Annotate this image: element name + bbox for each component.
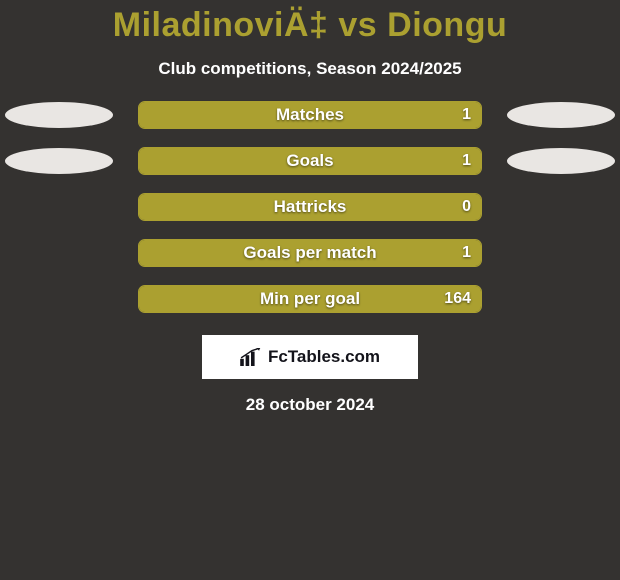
stat-rows: Matches1 Goals1 Hattricks0 Goals per match1…: [0, 101, 620, 313]
left-ellipse: [5, 102, 113, 128]
stat-row: Matches1: [0, 101, 620, 129]
stat-row: Goals1: [0, 147, 620, 175]
stat-value: 1: [462, 102, 471, 128]
left-ellipse: [5, 148, 113, 174]
stat-bar-fill: [139, 194, 481, 220]
stat-value: 164: [444, 286, 471, 312]
brand-badge: FcTables.com: [202, 335, 418, 379]
page-title: MiladinoviÄ‡ vs Diongu: [0, 6, 620, 45]
stat-bar-fill: [139, 286, 481, 312]
stat-bar-fill: [139, 148, 481, 174]
comparison-card: MiladinoviÄ‡ vs Diongu Club competitions…: [0, 0, 620, 580]
right-ellipse: [507, 102, 615, 128]
stat-bar: Goals per match1: [138, 239, 482, 267]
date-label: 28 october 2024: [0, 395, 620, 415]
stat-bar: Min per goal164: [138, 285, 482, 313]
stat-bar: Goals1: [138, 147, 482, 175]
subtitle: Club competitions, Season 2024/2025: [0, 59, 620, 79]
stat-bar: Hattricks0: [138, 193, 482, 221]
stat-row: Goals per match1: [0, 239, 620, 267]
stat-bar: Matches1: [138, 101, 482, 129]
stat-row: Hattricks0: [0, 193, 620, 221]
stat-bar-fill: [139, 240, 481, 266]
brand-chart-icon: [240, 348, 262, 366]
stat-value: 1: [462, 240, 471, 266]
stat-value: 0: [462, 194, 471, 220]
stat-value: 1: [462, 148, 471, 174]
brand-label: FcTables.com: [268, 347, 380, 367]
stat-bar-fill: [139, 102, 481, 128]
stat-row: Min per goal164: [0, 285, 620, 313]
right-ellipse: [507, 148, 615, 174]
